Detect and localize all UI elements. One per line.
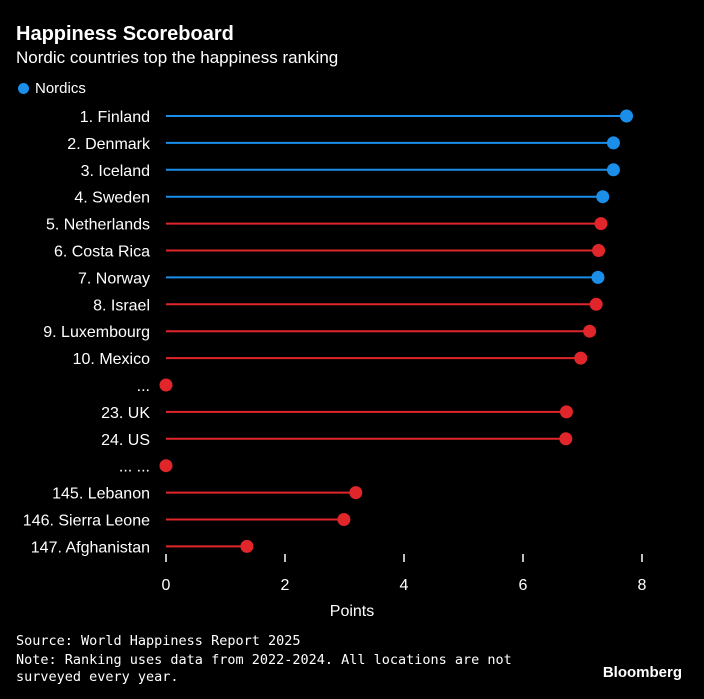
category-label: 8. Israel — [93, 297, 150, 314]
footnote: Note: Ranking uses data from 2022-2024. … — [16, 652, 512, 685]
lollipop-dot — [559, 432, 573, 446]
lollipop-chart: 1. Finland 2. Denmark 3. Iceland 4. Sweden 5… — [23, 109, 647, 620]
bloomberg-logo: Bloomberg — [602, 664, 682, 681]
lollipop-dot — [596, 190, 610, 204]
lollipop-dot — [589, 297, 603, 311]
x-tick-label: 6 — [519, 577, 528, 594]
lollipop-dot — [337, 513, 351, 526]
category-label: 145. Lebanon — [52, 486, 150, 503]
legend-label-nordics: Nordics — [35, 80, 86, 97]
category-label: ... ... — [119, 459, 150, 476]
category-label: 3. Iceland — [81, 163, 150, 180]
lollipop-dot — [594, 217, 608, 231]
x-tick-label: 2 — [281, 577, 290, 594]
category-label: 24. US — [101, 432, 150, 449]
lollipop-dot — [240, 539, 254, 553]
category-label: 5. Netherlands — [46, 217, 150, 234]
x-tick-label: 8 — [638, 577, 647, 594]
category-label: 147. Afghanistan — [31, 539, 150, 556]
x-tick-label: 0 — [162, 577, 171, 594]
chart-subtitle: Nordic countries top the happiness ranki… — [16, 48, 339, 67]
lollipop-dot — [606, 163, 620, 177]
category-label: 9. Luxembourg — [43, 324, 150, 341]
chart-rows: 1. Finland 2. Denmark 3. Iceland 4. Sweden 5… — [23, 109, 634, 556]
x-tick-label: 4 — [400, 577, 409, 594]
category-label: 4. Sweden — [74, 190, 150, 207]
lollipop-dot — [559, 405, 573, 419]
lollipop-dot — [159, 378, 173, 392]
category-label: 10. Mexico — [73, 351, 150, 368]
category-label: 7. Norway — [78, 270, 150, 287]
lollipop-dot — [606, 136, 620, 150]
category-label: 2. Denmark — [67, 136, 151, 153]
category-label: 23. UK — [101, 405, 150, 422]
x-axis-ticks: 0 2 4 6 8 — [162, 554, 647, 594]
lollipop-dot — [620, 109, 634, 123]
lollipop-dot — [591, 270, 605, 284]
lollipop-dot — [592, 244, 606, 257]
x-axis-label: Points — [330, 603, 374, 620]
category-label: ... — [137, 378, 150, 395]
legend: Nordics — [18, 80, 86, 97]
chart-title: Happiness Scoreboard — [16, 23, 234, 45]
legend-swatch-nordics — [18, 83, 29, 94]
lollipop-dot — [349, 486, 363, 500]
lollipop-dot — [583, 324, 597, 338]
category-label: 1. Finland — [80, 109, 150, 126]
category-label: 6. Costa Rica — [54, 244, 150, 261]
category-label: 146. Sierra Leone — [23, 513, 150, 530]
lollipop-dot — [159, 459, 173, 473]
lollipop-dot — [574, 351, 588, 365]
source-note: Source: World Happiness Report 2025 — [16, 633, 301, 649]
